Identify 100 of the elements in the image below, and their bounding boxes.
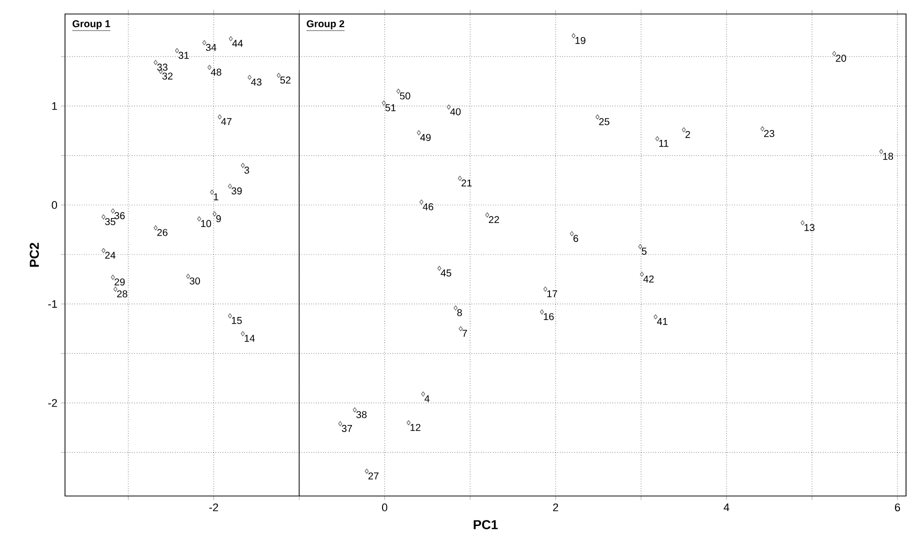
annotation: 49 <box>420 134 431 141</box>
x-tick-label: 0 <box>382 504 388 512</box>
point <box>364 468 369 474</box>
point <box>682 127 686 132</box>
point <box>113 286 118 292</box>
point <box>437 266 442 271</box>
annotation: 19 <box>576 36 586 44</box>
annotation: 50 <box>400 92 410 100</box>
annotation: 27 <box>368 472 378 480</box>
annotation: 20 <box>836 54 846 62</box>
point <box>228 36 233 42</box>
point <box>212 211 217 216</box>
annotation: 52 <box>280 76 290 84</box>
point <box>760 126 764 132</box>
annotation: 35 <box>105 218 116 226</box>
point <box>800 220 805 226</box>
point <box>655 136 660 142</box>
x-tick-label: -2 <box>209 504 218 512</box>
point <box>832 51 836 56</box>
point <box>419 200 424 205</box>
y-tick-label: 1 <box>52 102 57 110</box>
annotation: 45 <box>440 270 452 276</box>
point <box>654 314 658 320</box>
annotation: 30 <box>190 277 200 285</box>
annotation: 38 <box>356 411 367 418</box>
annotation: 43 <box>251 78 262 86</box>
annotation: 10 <box>201 220 212 228</box>
point <box>640 272 644 277</box>
annotation: 28 <box>117 290 128 298</box>
point <box>458 176 462 181</box>
annotation: 22 <box>488 216 500 224</box>
point <box>421 392 426 397</box>
annotation: 5 <box>642 248 647 255</box>
annotation: 29 <box>114 278 125 286</box>
annotation: Group 2 <box>306 20 344 30</box>
point <box>540 309 544 314</box>
point <box>276 72 281 78</box>
point <box>638 244 642 250</box>
point <box>406 420 411 426</box>
point <box>210 190 214 195</box>
point <box>228 184 232 189</box>
point <box>202 40 206 46</box>
annotation: 6 <box>574 234 578 242</box>
point <box>572 33 576 38</box>
point <box>240 162 245 168</box>
x-axis-title: PC1 <box>474 520 498 530</box>
point <box>102 248 106 254</box>
point <box>110 208 115 214</box>
point <box>154 225 158 230</box>
annotation: 33 <box>157 64 168 71</box>
point <box>186 274 190 279</box>
annotation: 9 <box>216 215 221 222</box>
annotation: 15 <box>232 317 242 324</box>
x-tick-label: 4 <box>724 504 730 512</box>
point <box>248 74 252 80</box>
x-tick-label: 2 <box>553 504 558 512</box>
annotation: 34 <box>206 44 216 51</box>
annotation: 39 <box>232 187 242 194</box>
annotation: 18 <box>883 152 894 160</box>
y-tick-label: -1 <box>48 300 57 308</box>
annotation: 3 <box>244 166 250 174</box>
annotation: 47 <box>221 118 232 125</box>
point <box>596 114 600 120</box>
annotation: 44 <box>232 40 243 47</box>
point <box>110 274 115 280</box>
point <box>240 331 245 336</box>
annotation: 14 <box>244 334 255 342</box>
x-tick-label: 6 <box>894 504 900 512</box>
annotation: 21 <box>462 179 472 186</box>
point <box>218 114 222 120</box>
annotation: 4 <box>424 395 430 402</box>
point <box>352 407 357 412</box>
annotation: 17 <box>547 290 558 298</box>
point <box>454 305 458 310</box>
point <box>485 212 490 218</box>
point <box>543 286 548 292</box>
annotation: 36 <box>114 212 125 220</box>
annotation: 48 <box>210 68 222 76</box>
point <box>208 64 212 70</box>
annotation: 51 <box>385 104 396 112</box>
point <box>154 60 158 65</box>
y-tick-label: -2 <box>48 399 57 407</box>
annotation: 7 <box>462 330 467 337</box>
annotation: 13 <box>804 224 814 232</box>
point <box>446 104 451 110</box>
point <box>416 130 421 136</box>
point <box>102 214 106 220</box>
point <box>879 149 884 154</box>
point <box>382 100 386 106</box>
point <box>228 313 232 318</box>
point <box>338 421 342 426</box>
point <box>458 326 463 332</box>
point <box>570 231 574 236</box>
annotation: 12 <box>410 424 420 431</box>
annotation: 40 <box>450 108 461 116</box>
annotation: 16 <box>544 313 554 320</box>
point <box>175 48 179 54</box>
annotation: 26 <box>157 228 168 236</box>
y-tick-label: 0 <box>52 201 58 209</box>
annotation: 42 <box>643 275 654 282</box>
